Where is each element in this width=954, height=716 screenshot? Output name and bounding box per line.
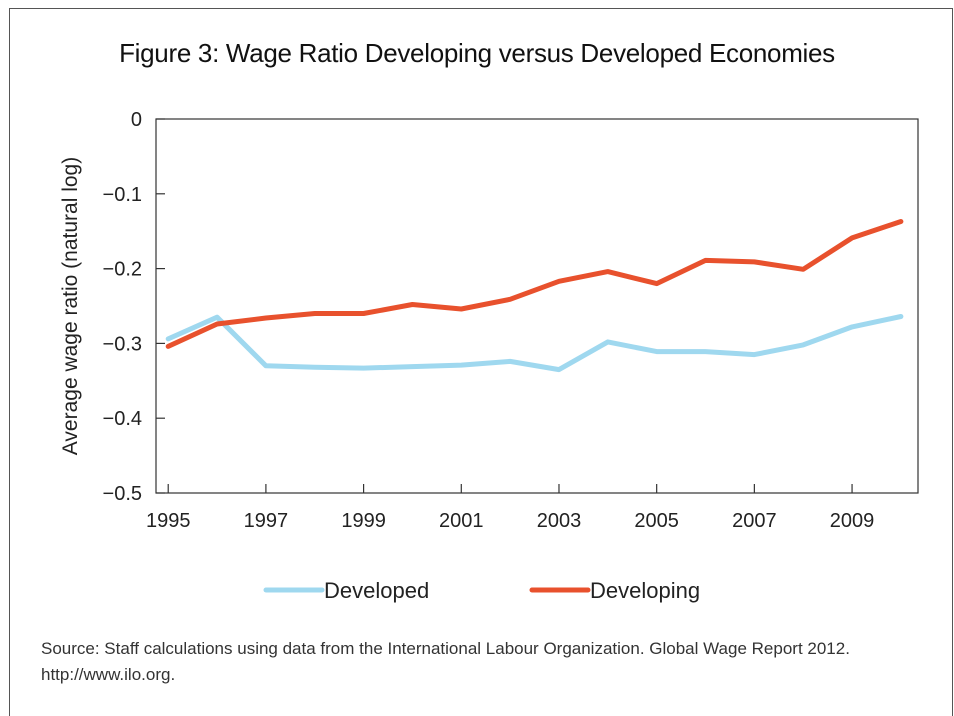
x-tick-label: 2009 (830, 510, 875, 532)
x-tick-label: 2005 (634, 510, 679, 532)
y-tick-label: −0.4 (103, 408, 142, 430)
y-tick-label: −0.5 (103, 483, 142, 505)
x-tick-label: 1999 (341, 510, 386, 532)
chart-title: Figure 3: Wage Ratio Developing versus D… (119, 38, 835, 68)
y-tick-label: 0 (131, 109, 142, 131)
x-tick-label: 2001 (439, 510, 484, 532)
y-tick-label: −0.1 (103, 184, 142, 206)
x-axis: 1995 1997 1999 2001 2003 2005 2007 2009 (146, 484, 874, 532)
x-tick-label: 2003 (537, 510, 582, 532)
series-line-developing (165, 219, 904, 349)
y-tick-label: −0.3 (103, 333, 142, 355)
figure-frame (9, 8, 953, 716)
series-lines (165, 219, 904, 373)
legend-label-developing: Developing (590, 578, 700, 603)
x-tick-label: 1995 (146, 510, 191, 532)
y-axis-label: Average wage ratio (natural log) (59, 157, 82, 455)
legend: Developed Developing (263, 578, 700, 603)
y-axis: 0 −0.1 −0.2 −0.3 −0.4 −0.5 (103, 109, 165, 505)
legend-label-developed: Developed (324, 578, 429, 603)
x-tick-label: 2007 (732, 510, 777, 532)
y-tick-label: −0.2 (103, 259, 142, 281)
source-note: Source: Staff calculations using data fr… (41, 639, 850, 684)
plot-area (155, 118, 919, 494)
series-line-developed (165, 314, 904, 373)
x-tick-label: 1997 (244, 510, 289, 532)
